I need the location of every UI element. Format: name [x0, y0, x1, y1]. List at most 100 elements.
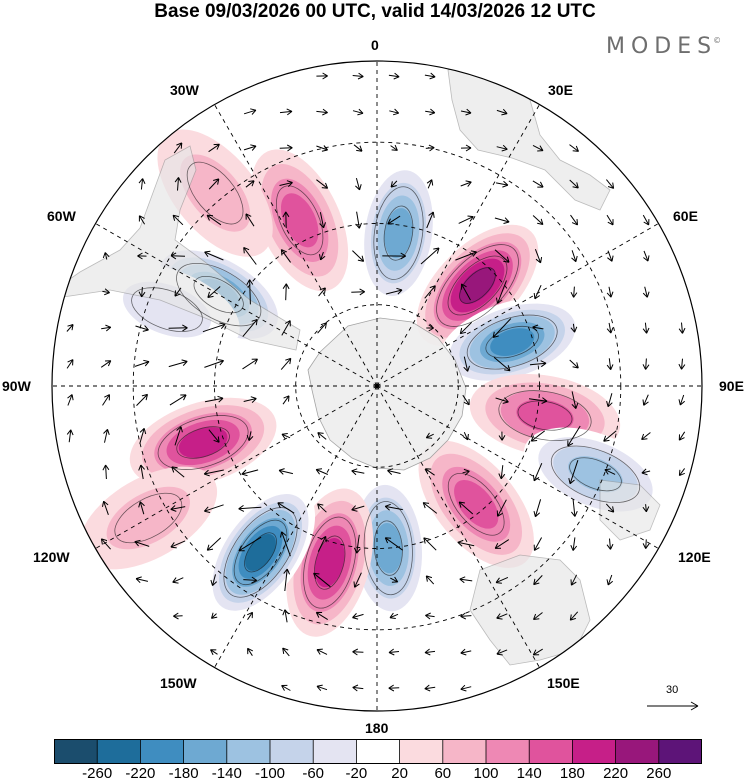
contour: [485, 325, 539, 359]
wind-arrow: [424, 468, 435, 476]
wind-arrow: [496, 180, 509, 188]
wind-arrow: [388, 648, 400, 656]
wind-arrow: [642, 214, 650, 226]
lon-label-90e: 90E: [719, 378, 744, 394]
wind-arrow: [532, 648, 543, 656]
wind-arrow: [425, 432, 434, 439]
lon-label-180: 180: [365, 720, 389, 736]
contour: [466, 314, 558, 370]
wind-arrow: [319, 212, 326, 229]
wind-arrow: [171, 466, 185, 478]
meridian-lon_60e: [376, 223, 659, 387]
wind-arrow: [243, 396, 257, 403]
anomaly-level: [454, 479, 499, 529]
wind-arrow: [571, 250, 578, 263]
wind-arrow: [207, 286, 221, 298]
wind-arrow: [204, 504, 224, 513]
wind-arrow: [568, 460, 579, 485]
wind-arrow: [388, 72, 400, 80]
wind-arrow: [316, 648, 328, 655]
colorbar-swatch: [399, 739, 444, 764]
brand-text: MODES: [606, 34, 718, 59]
wind-arrow: [102, 464, 110, 480]
wind-arrow: [245, 180, 255, 188]
wind-arrow: [533, 612, 543, 620]
wind-arrow: [496, 144, 508, 152]
contour-ring: [373, 186, 424, 280]
wind-arrow: [495, 397, 509, 404]
wind-arrow: [606, 322, 614, 334]
wind-arrow: [243, 108, 257, 115]
wind-arrow: [385, 287, 403, 295]
wind-arrow: [102, 288, 110, 296]
wind-arrow: [498, 431, 506, 441]
colorbar-swatch: [313, 739, 357, 764]
wind-arrow: [498, 465, 506, 480]
wind-arrow: [458, 215, 474, 224]
contour-ring: [363, 501, 413, 596]
lon-label-90w: 90W: [2, 378, 31, 394]
wind-arrow: [204, 359, 224, 368]
wind-arrow: [315, 611, 328, 621]
meridian-lon_150w: [214, 385, 378, 668]
wind-arrow: [678, 322, 686, 334]
colorbar-tick-label: 220: [603, 765, 629, 782]
wind-arrow: [425, 144, 435, 152]
wind-arrow: [172, 577, 184, 584]
wind-arrow: [606, 214, 614, 226]
wind-arrow: [496, 613, 508, 620]
wind-arrow: [315, 468, 328, 475]
wind-arrow: [317, 535, 327, 552]
wind-arrow: [102, 252, 110, 260]
contour: [157, 415, 249, 470]
wind-arrow: [642, 394, 649, 406]
wind-arrow: [243, 576, 257, 584]
wind-arrow: [173, 142, 183, 154]
wind-arrow: [571, 499, 578, 517]
wind-arrow: [317, 322, 327, 334]
wind-arrow: [281, 684, 291, 691]
wind-arrow: [280, 249, 292, 263]
wind-arrow: [492, 318, 512, 338]
wind-arrow: [243, 247, 257, 265]
wind-arrow: [570, 286, 578, 298]
wind-arrow: [570, 574, 578, 586]
wind-arrow: [208, 178, 220, 190]
wind-arrow: [280, 357, 292, 370]
wind-arrow: [246, 431, 254, 441]
wind-arrow: [66, 324, 74, 332]
wind-arrow: [313, 572, 331, 588]
wind-arrow: [678, 468, 686, 477]
wind-arrow: [455, 250, 477, 261]
wind-arrow: [382, 252, 406, 260]
colorbar-tick-label: -20: [345, 765, 368, 782]
wind-arrow: [202, 322, 226, 333]
contour-ring: [114, 492, 183, 544]
wind-arrow: [642, 286, 650, 298]
wind-arrow: [243, 144, 257, 151]
wind-arrow: [458, 501, 474, 515]
wind-arrow: [353, 572, 362, 588]
wind-arrow: [496, 108, 508, 116]
wind-arrow: [424, 72, 436, 80]
wind-arrow: [210, 649, 218, 656]
wind-arrow: [390, 180, 398, 188]
colorbar-tick-label: -260: [82, 765, 113, 782]
wind-arrow: [567, 425, 581, 447]
wind-arrow: [534, 249, 543, 264]
contour: [131, 287, 203, 332]
wind-arrow: [569, 179, 579, 189]
anomaly-center: [357, 157, 440, 309]
wind-arrow: [168, 359, 188, 368]
wind-arrow: [607, 250, 614, 262]
wind-arrow: [208, 429, 220, 443]
anomaly-level: [180, 154, 251, 232]
wind-arrow: [318, 287, 326, 297]
wind-arrow: [460, 684, 472, 692]
wind-arrow: [355, 211, 362, 229]
wind-arrow: [387, 468, 401, 475]
anomaly-level: [516, 399, 574, 432]
wind-arrow: [425, 575, 435, 585]
wind-arrow: [100, 538, 111, 550]
wind-arrow: [570, 537, 578, 551]
